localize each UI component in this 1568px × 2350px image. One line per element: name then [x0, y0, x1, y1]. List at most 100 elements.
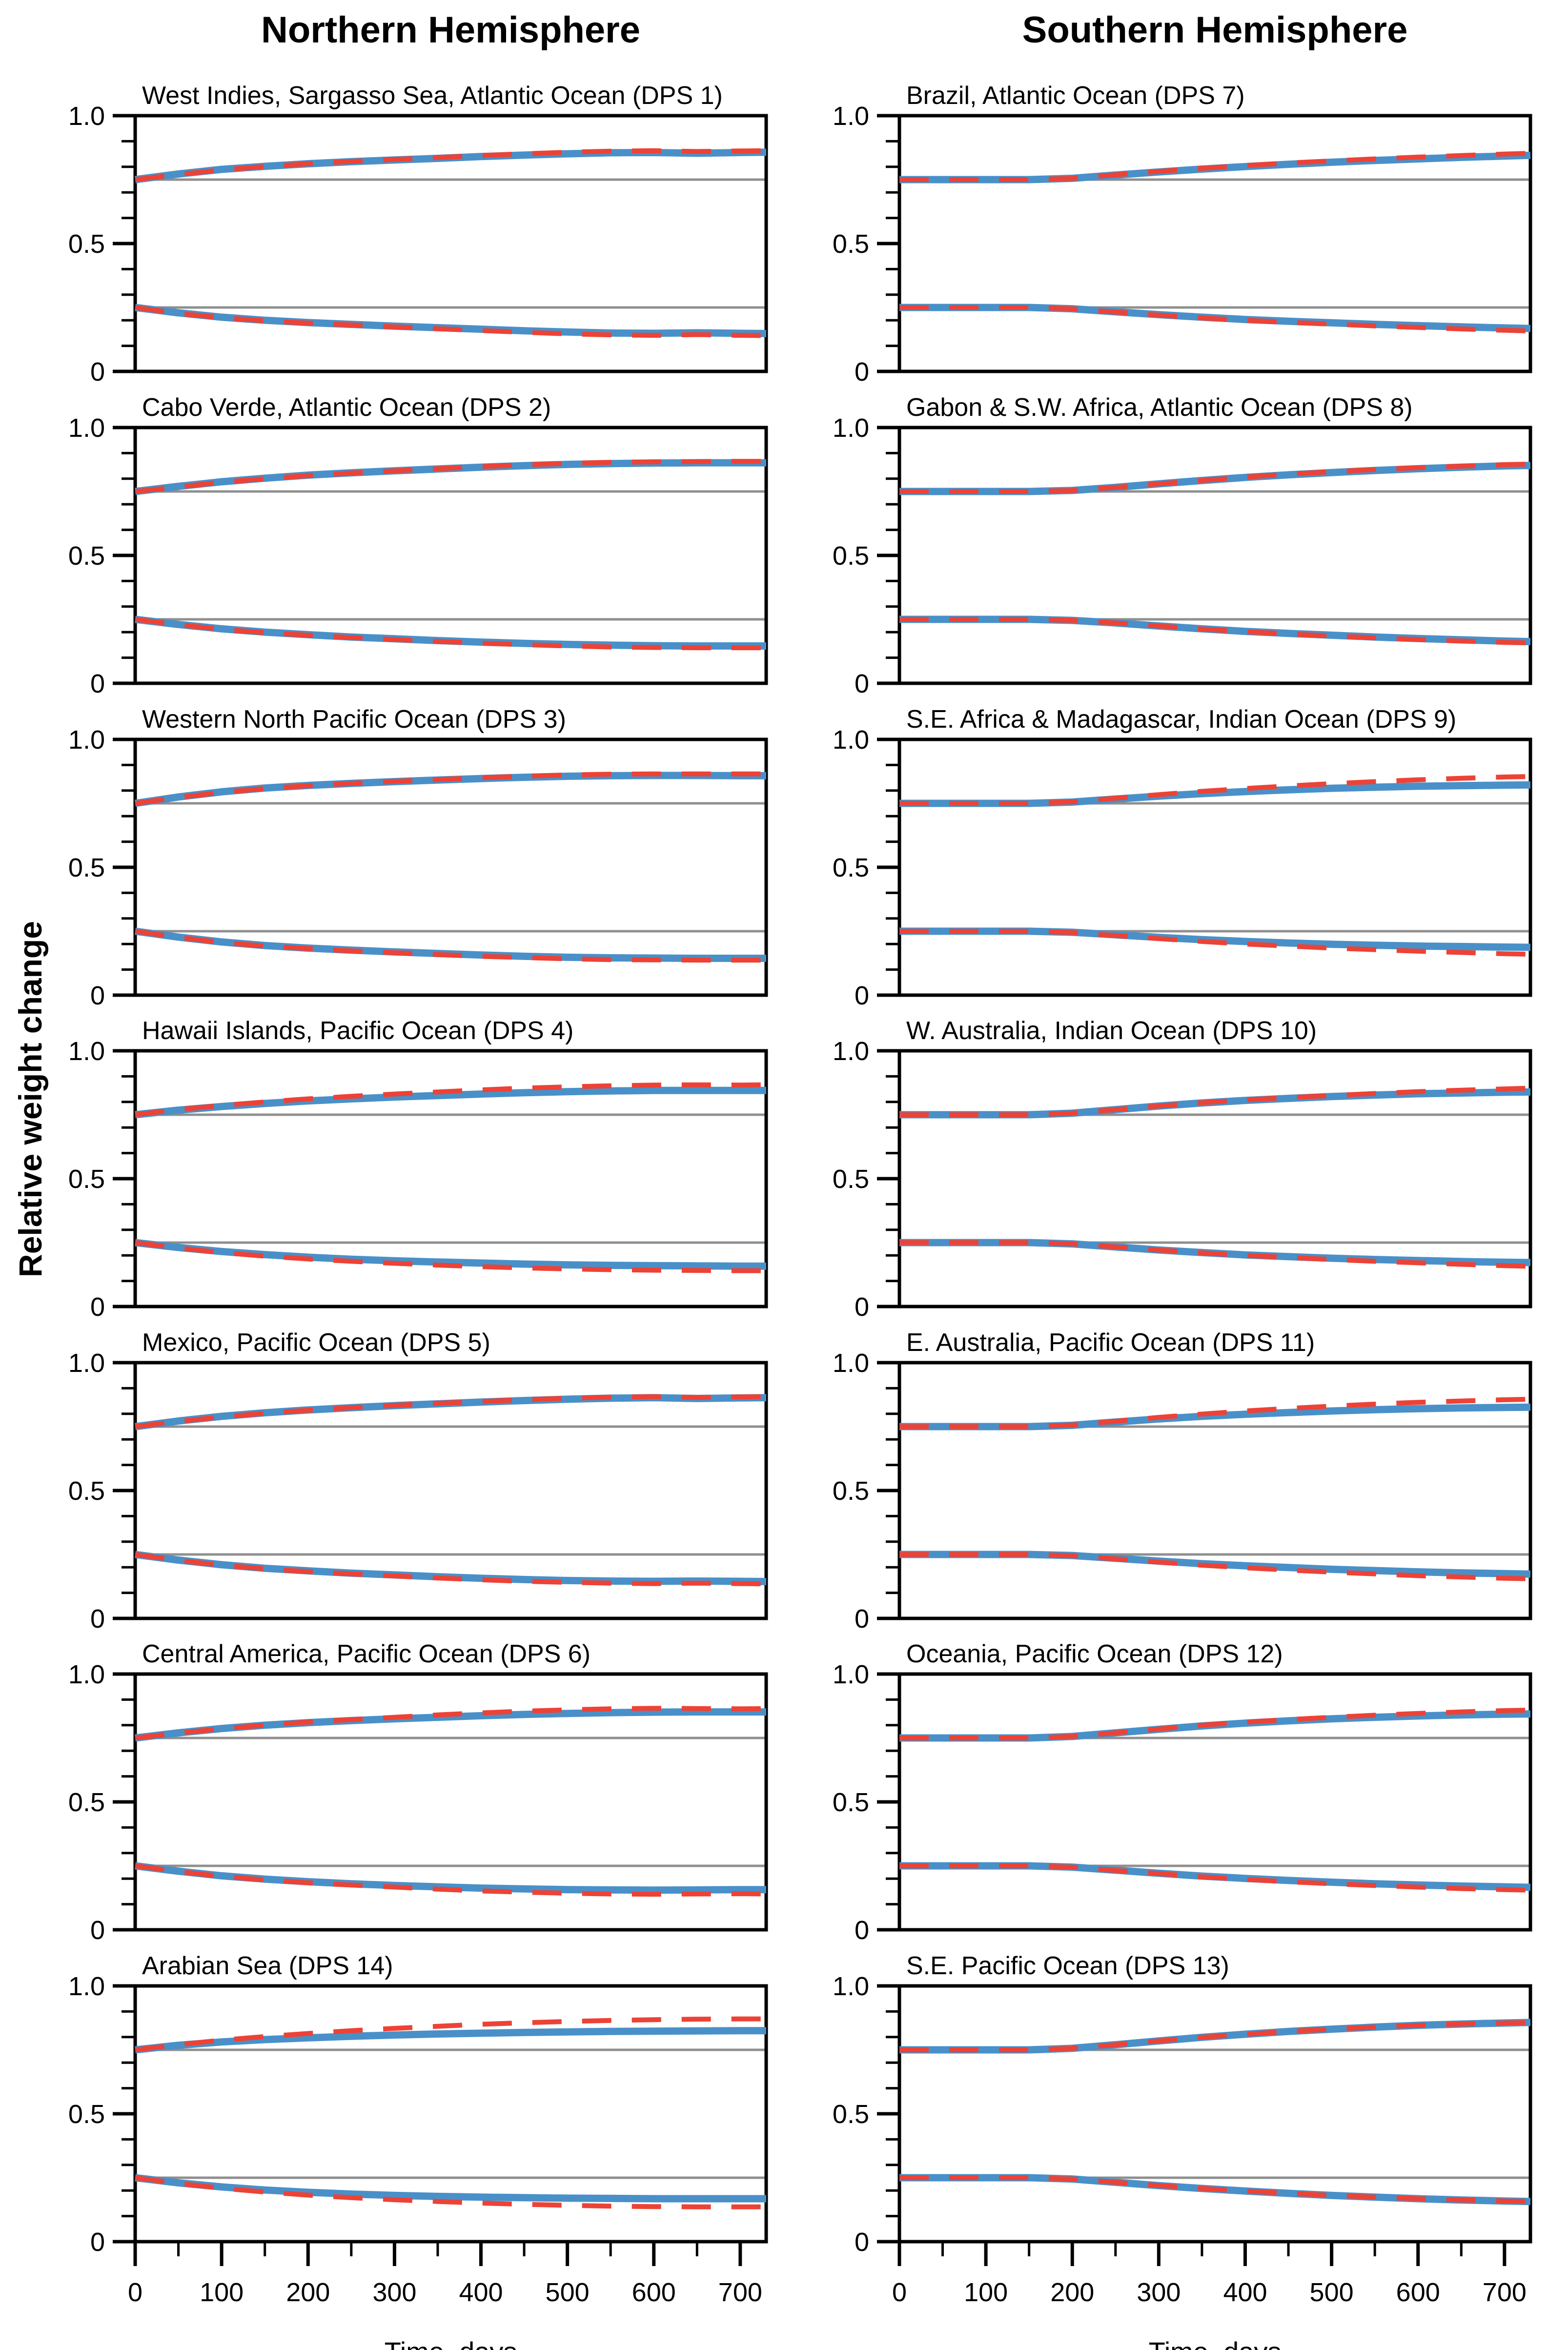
x-tick-label: 300 [1137, 2278, 1181, 2307]
panel-frame [897, 114, 1532, 373]
panel-dps-11: 0 0.5 1.0 E. Australia, Pacific Ocean (DPS … [833, 1328, 1532, 1634]
red-dashed-lower-line [899, 2175, 1531, 2204]
panel-frame [897, 1672, 1532, 1932]
panel-title: Arabian Sea (DPS 14) [142, 1952, 393, 1980]
panel-title: Gabon & S.W. Africa, Atlantic Ocean (DPS… [906, 393, 1413, 422]
blue-solid-upper-line [135, 2027, 766, 2054]
y-tick-label: 1.0 [833, 1037, 869, 1066]
blue-solid-lower-line [135, 2174, 766, 2203]
blue-solid-lower-line [899, 927, 1531, 951]
red-dashed-lower-line [135, 617, 766, 651]
panel-dps-14: 0 0.5 1.0 Arabian Sea (DPS 14) 0 100 200 300 400… [68, 1952, 768, 2350]
y-tick-label: 0 [90, 357, 105, 387]
panel-frame [897, 1361, 1532, 1620]
red-dashed-lower-line [899, 305, 1531, 334]
panel-dps-12: 0 0.5 1.0 Oceania, Pacific Ocean (DPS 12) [833, 1640, 1532, 1945]
y-tick-label: 0 [90, 2227, 105, 2257]
red-dashed-lower-line [899, 1240, 1531, 1269]
y-tick-label: 0 [90, 981, 105, 1010]
red-dashed-lower-line [899, 1552, 1531, 1581]
y-tick-label: 0 [855, 2227, 869, 2257]
red-dashed-upper-line [135, 459, 766, 494]
y-tick-label: 0.5 [68, 853, 105, 882]
red-dashed-lower-line [899, 617, 1531, 646]
x-tick-label: 700 [718, 2278, 762, 2307]
panel-dps-5: 0 0.5 1.0 Mexico, Pacific Ocean (DPS 5) [68, 1328, 768, 1634]
x-axis-label: Time, days [385, 2336, 517, 2350]
panel-dps-4: 0 0.5 1.0 Hawaii Islands, Pacific Ocean (DP… [68, 1017, 768, 1322]
red-dashed-upper-line [899, 1396, 1531, 1429]
panel-dps-8: 0 0.5 1.0 Gabon & S.W. Africa, Atlantic Oce… [833, 393, 1532, 698]
panel-dps-3: 0 0.5 1.0 Western North Pacific Ocean (DPS … [68, 705, 768, 1010]
panel-title: Oceania, Pacific Ocean (DPS 12) [906, 1640, 1283, 1668]
red-dashed-upper-line [135, 1394, 767, 1429]
panel-frame [133, 1672, 768, 1932]
x-tick-label: 0 [128, 2278, 143, 2307]
panel-frame [897, 426, 1532, 685]
y-tick-label: 1.0 [833, 413, 869, 443]
y-tick-label: 1.0 [68, 1037, 105, 1066]
y-tick-label: 0 [855, 669, 869, 698]
red-dashed-upper-line [899, 1085, 1531, 1117]
y-tick-label: 0.5 [833, 853, 869, 882]
y-tick-label: 0 [90, 1604, 105, 1634]
y-axis-label: Relative weight change [12, 921, 48, 1277]
red-dashed-upper-line [135, 1706, 767, 1740]
blue-solid-upper-line [899, 781, 1531, 807]
panel-frame [133, 114, 768, 373]
panel-title: E. Australia, Pacific Ocean (DPS 11) [906, 1328, 1315, 1357]
x-tick-label: 100 [964, 2278, 1008, 2307]
red-dashed-upper-line [135, 1082, 767, 1117]
panel-title: West Indies, Sargasso Sea, Atlantic Ocea… [142, 82, 723, 110]
y-tick-label: 0.5 [833, 1788, 869, 1817]
red-dashed-upper-line [899, 2020, 1531, 2052]
panel-dps-2: 0 0.5 1.0 Cabo Verde, Atlantic Ocean (DPS 2… [68, 393, 768, 698]
y-tick-label: 1.0 [68, 413, 105, 443]
panel-title: Hawaii Islands, Pacific Ocean (DPS 4) [142, 1017, 573, 1045]
y-tick-label: 0.5 [833, 1165, 869, 1194]
y-tick-label: 1.0 [833, 1660, 869, 1689]
y-tick-label: 0.5 [833, 229, 869, 259]
red-dashed-lower-line [135, 1552, 767, 1587]
panel-dps-10: 0 0.5 1.0 W. Australia, Indian Ocean (DPS 1… [833, 1017, 1532, 1322]
panel-frame [133, 1984, 768, 2244]
south-hemisphere-header: Southern Hemisphere [1022, 9, 1408, 51]
blue-solid-upper-line [135, 1086, 766, 1119]
red-dashed-upper-line [899, 1707, 1531, 1740]
y-tick-label: 1.0 [833, 725, 869, 755]
y-tick-label: 1.0 [68, 1349, 105, 1378]
panel-dps-6: 0 0.5 1.0 Central America, Pacific Ocean (D… [68, 1640, 768, 1945]
red-dashed-lower-line [135, 305, 767, 338]
y-tick-label: 0.5 [833, 541, 869, 571]
red-dashed-lower-line [135, 929, 766, 963]
y-tick-label: 0.5 [833, 2100, 869, 2129]
x-tick-label: 600 [1396, 2278, 1440, 2307]
red-dashed-upper-line [899, 151, 1531, 182]
red-dashed-lower-line [135, 1240, 766, 1273]
y-tick-label: 0 [855, 357, 869, 387]
y-tick-label: 0.5 [68, 541, 105, 571]
x-tick-label: 600 [632, 2278, 676, 2307]
panel-title: Cabo Verde, Atlantic Ocean (DPS 2) [142, 393, 551, 422]
y-tick-label: 0.5 [68, 229, 105, 259]
panel-frame [133, 737, 768, 997]
y-tick-label: 0.5 [68, 1476, 105, 1506]
panel-dps-9: 0 0.5 1.0 S.E. Africa & Madagascar, Indian … [833, 705, 1532, 1010]
x-tick-label: 400 [1223, 2278, 1267, 2307]
y-tick-label: 0 [855, 981, 869, 1010]
panel-title: S.E. Africa & Madagascar, Indian Ocean (… [906, 705, 1456, 734]
panel-frame [897, 1984, 1532, 2244]
blue-solid-upper-line [899, 1403, 1531, 1430]
red-dashed-lower-line [899, 1863, 1531, 1893]
red-dashed-upper-line [135, 771, 766, 806]
y-tick-label: 1.0 [833, 102, 869, 131]
y-tick-label: 1.0 [833, 1972, 869, 2001]
panel-frame [897, 737, 1532, 997]
red-dashed-lower-line [135, 2175, 766, 2209]
x-tick-label: 200 [1050, 2278, 1094, 2307]
y-tick-label: 1.0 [68, 1660, 105, 1689]
panel-frame [897, 1049, 1532, 1308]
x-tick-label: 700 [1483, 2278, 1527, 2307]
